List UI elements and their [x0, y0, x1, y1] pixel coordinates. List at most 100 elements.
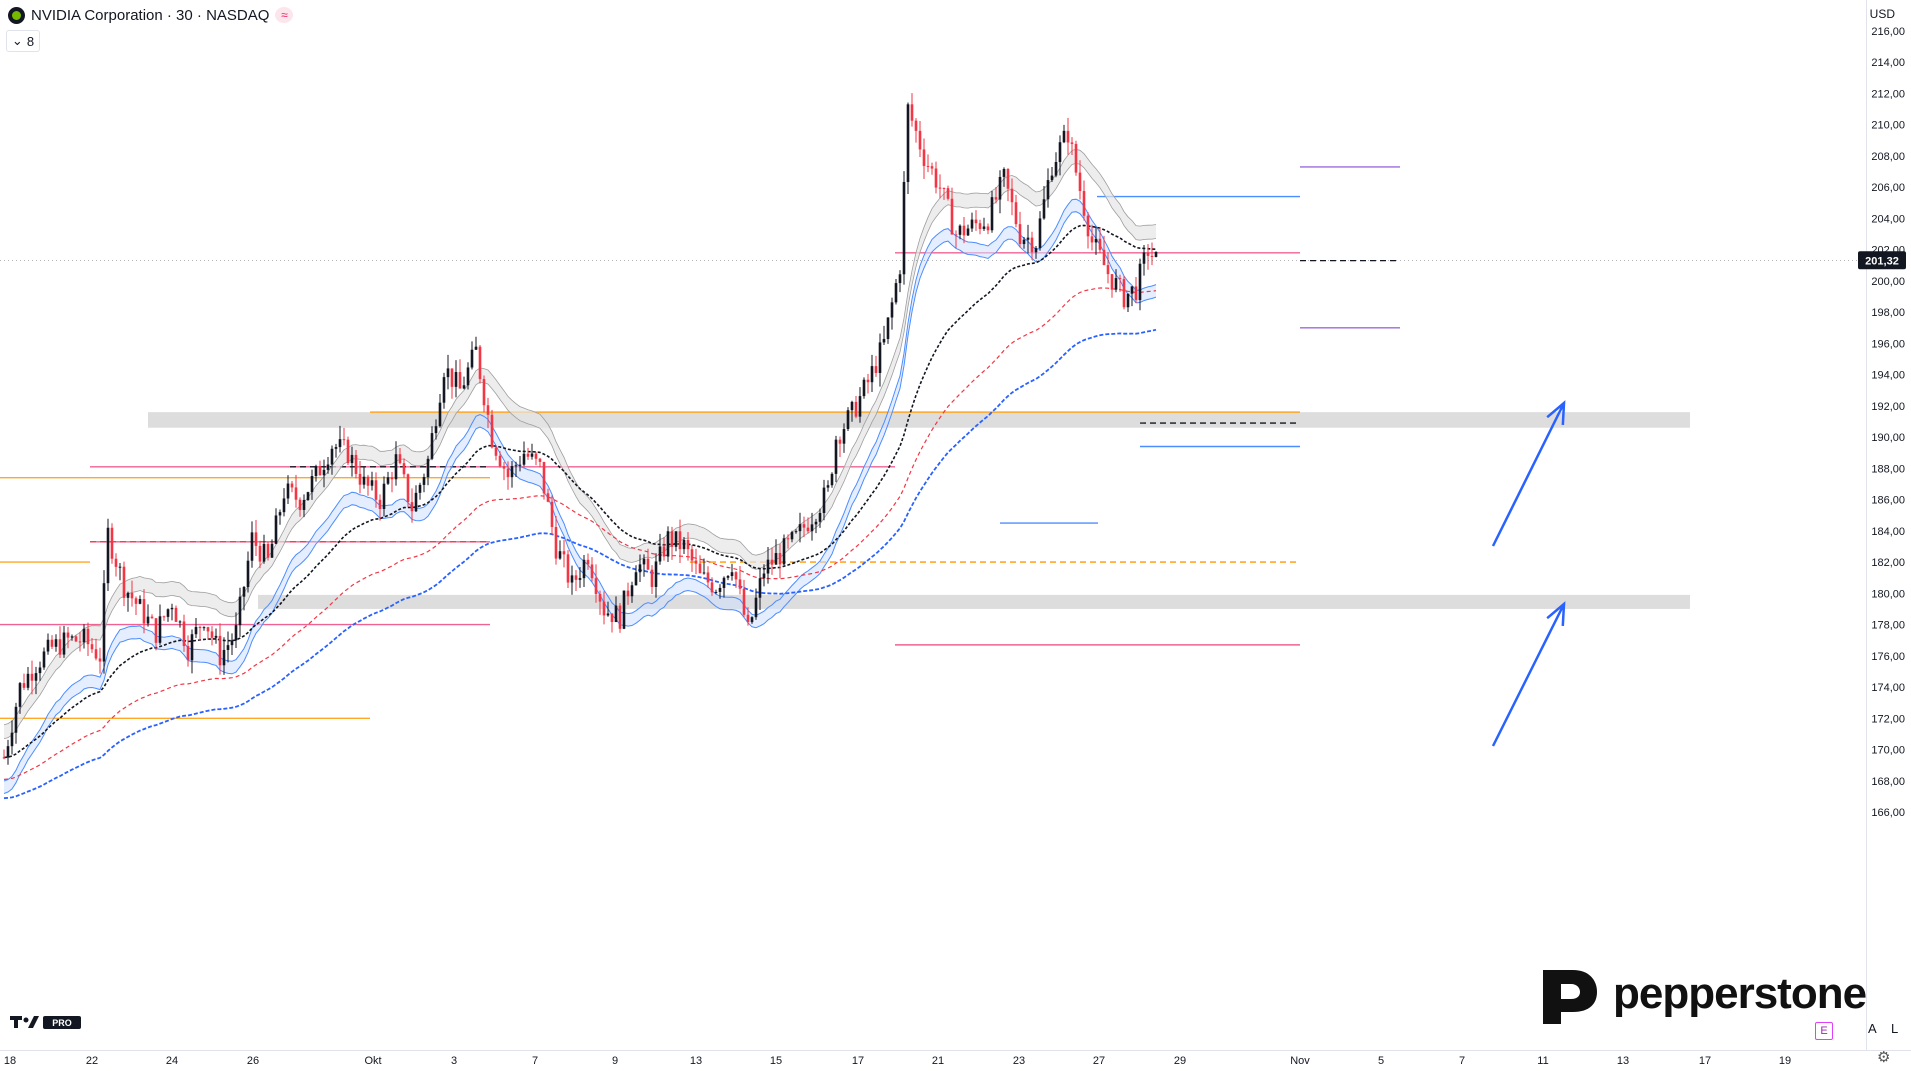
y-tick-label: 214,00 [1871, 57, 1905, 69]
candle-body [1126, 293, 1130, 308]
candle-body [430, 433, 434, 459]
gear-icon[interactable]: ⚙ [1877, 1049, 1891, 1066]
currency-label[interactable]: USD [1869, 7, 1895, 21]
candle-body [86, 628, 90, 645]
candle-body [58, 639, 62, 655]
candle-body [370, 480, 374, 486]
candle-body [514, 465, 518, 467]
candle-body [658, 546, 662, 562]
candle-body [142, 599, 146, 624]
candle-body [450, 368, 454, 387]
candle-body [498, 455, 502, 467]
candle-body [1130, 286, 1134, 294]
candle-body [170, 607, 174, 610]
candle-body [1026, 237, 1030, 240]
tv-pro-label: PRO [52, 1018, 72, 1028]
candle-body [1062, 130, 1066, 143]
candle-body [710, 582, 714, 593]
candle-body [466, 367, 470, 386]
candle-body [774, 553, 778, 565]
candle-body [674, 531, 678, 547]
candle-body [282, 498, 286, 513]
candle-body [770, 559, 774, 565]
x-tick-label: 3 [451, 1055, 457, 1067]
candle-body [578, 578, 582, 580]
candle-body [542, 461, 546, 494]
y-tick-label: 184,00 [1871, 526, 1905, 538]
candle-body [1102, 249, 1106, 266]
candle-body [106, 527, 110, 584]
candle-body [910, 104, 914, 121]
candle-body [1030, 237, 1034, 253]
symbol-header[interactable]: NVIDIA Corporation · 30 · NASDAQ ≈ [8, 4, 294, 26]
candle-body [262, 543, 266, 562]
candle-body [482, 379, 486, 406]
candle-body [366, 476, 370, 486]
candle-body [662, 546, 666, 557]
candle-body [1150, 255, 1154, 257]
candle-body [1046, 180, 1050, 200]
candle-body [958, 225, 962, 235]
candle-body [174, 607, 178, 622]
candle-body [446, 368, 450, 378]
candle-body [190, 634, 194, 661]
chevron-down-icon: ⌄ [11, 33, 23, 48]
candle-body [118, 566, 122, 568]
candle-body [862, 379, 866, 397]
candle-body [806, 527, 810, 532]
candle-body [922, 149, 926, 166]
candle-body [286, 483, 290, 499]
candle-body [50, 639, 54, 647]
candle-body [378, 499, 382, 510]
y-tick-label: 212,00 [1871, 88, 1905, 100]
y-tick-label: 176,00 [1871, 651, 1905, 663]
candle-body [690, 549, 694, 561]
candle-body [1098, 238, 1102, 250]
projection-arrow [1491, 402, 1566, 547]
auto-scale-button[interactable]: A [1868, 1021, 1877, 1036]
gray-band-upper [3, 162, 1157, 740]
y-tick-label: 182,00 [1871, 557, 1905, 569]
candle-body [122, 566, 126, 598]
extended-hours-button[interactable]: E [1815, 1022, 1833, 1040]
candle-body [810, 524, 814, 532]
candle-body [974, 219, 978, 224]
pepperstone-wordmark: pepperstone [1613, 969, 1867, 1018]
candle-body [1146, 252, 1150, 256]
candle-body [742, 588, 746, 615]
candle-body [414, 492, 418, 512]
y-tick-label: 174,00 [1871, 682, 1905, 694]
candle-body [1038, 218, 1042, 249]
candle-body [730, 572, 734, 577]
candle-body [894, 283, 898, 303]
candle-body [30, 673, 34, 681]
candle-body [750, 617, 754, 623]
candle-body [1022, 239, 1026, 245]
candle-body [406, 474, 410, 503]
candle-body [202, 627, 206, 629]
candle-body [594, 578, 598, 595]
candle-body [898, 274, 902, 284]
candle-body [1134, 286, 1138, 301]
y-tick-label: 196,00 [1871, 338, 1905, 350]
candle-body [642, 558, 646, 565]
data-source-icon[interactable]: ≈ [275, 7, 294, 23]
candle-body [294, 487, 298, 500]
candle-body [790, 532, 794, 540]
y-tick-label: 178,00 [1871, 620, 1905, 632]
last-price-label: 201,32 [1865, 255, 1899, 267]
candle-body [838, 439, 842, 444]
candle-body [646, 558, 650, 570]
candle-body [298, 499, 302, 510]
indicators-toggle-button[interactable]: ⌄ 8 [6, 30, 40, 52]
candle-body [834, 439, 838, 474]
candle-body [846, 410, 850, 429]
candle-body [634, 572, 638, 586]
log-scale-button[interactable]: L [1891, 1021, 1899, 1036]
indicator-count: 8 [26, 33, 35, 49]
candle-body [310, 475, 314, 493]
candle-body [490, 414, 494, 448]
candle-body [954, 234, 958, 236]
candle-body [70, 636, 74, 638]
